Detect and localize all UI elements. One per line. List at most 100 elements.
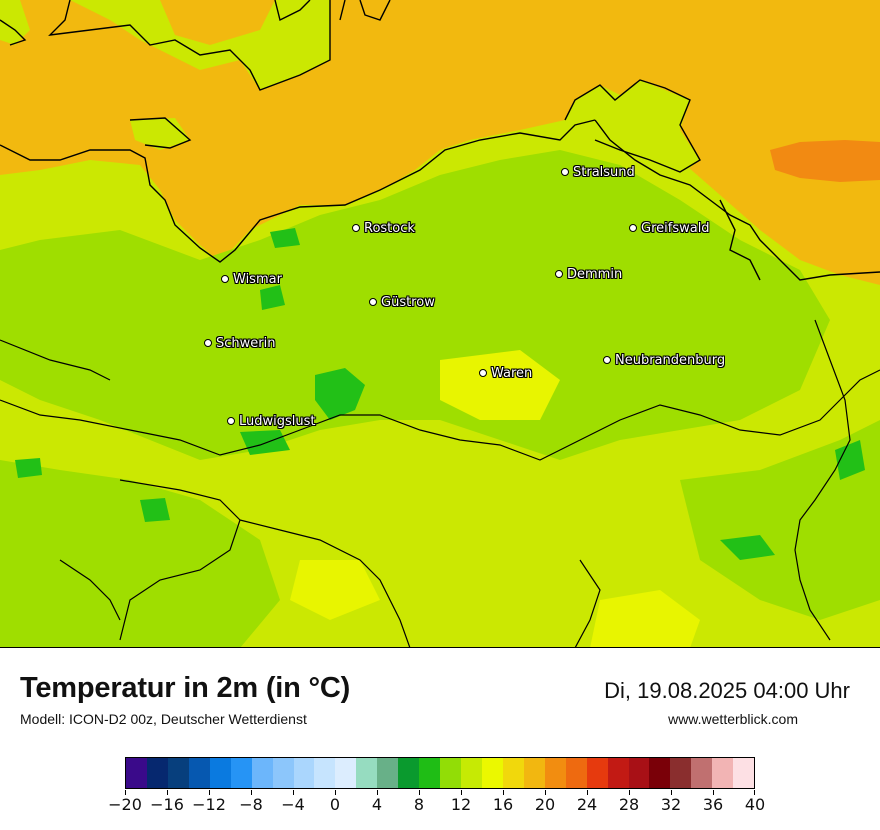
colorbar-segment xyxy=(440,758,461,788)
city-dot-icon xyxy=(352,223,360,232)
colorbar-tick-mark xyxy=(587,790,588,795)
city-dot-icon xyxy=(204,338,212,347)
colorbar-segment xyxy=(251,758,273,788)
colorbar-segment xyxy=(314,758,336,788)
city-dot-icon xyxy=(555,269,563,278)
colorbar-tick-label: 4 xyxy=(371,795,383,814)
city-marker-rostock: Rostock xyxy=(352,221,415,236)
city-label: Stralsund xyxy=(573,165,635,180)
website-link[interactable]: www.wetterblick.com xyxy=(668,711,798,727)
colorbar-tick-mark xyxy=(503,790,504,795)
city-label: Schwerin xyxy=(216,336,276,351)
model-info: Modell: ICON-D2 00z, Deutscher Wetterdie… xyxy=(20,711,307,727)
colorbar-tick-label: 16 xyxy=(492,795,514,814)
colorbar-segment xyxy=(272,758,294,788)
city-marker-guestrow: Güstrow xyxy=(369,295,435,310)
colorbar-segment xyxy=(649,758,671,788)
colorbar-tick-label: −4 xyxy=(281,795,305,814)
city-dot-icon xyxy=(479,368,487,377)
city-marker-schwerin: Schwerin xyxy=(204,336,275,351)
temperature-colorbar xyxy=(125,757,755,789)
colorbar-tick-mark xyxy=(461,790,462,795)
colorbar-tick-label: 12 xyxy=(450,795,472,814)
colorbar-segment xyxy=(481,758,503,788)
forecast-datetime: Di, 19.08.2025 04:00 Uhr xyxy=(604,678,850,703)
colorbar-segment xyxy=(712,758,734,788)
colorbar-segment xyxy=(209,758,231,788)
colorbar-tick-label: 0 xyxy=(329,795,341,814)
colorbar-tick-mark xyxy=(293,790,294,795)
colorbar-segment xyxy=(586,758,608,788)
colorbar-tick-mark xyxy=(167,790,168,795)
colorbar-segment xyxy=(230,758,252,788)
city-dot-icon xyxy=(227,416,235,425)
city-marker-greifswald: Greifswald xyxy=(629,221,710,236)
colorbar-segment xyxy=(565,758,587,788)
colorbar-tick-mark xyxy=(713,790,714,795)
colorbar-segment xyxy=(419,758,441,788)
colorbar-tick-label: 24 xyxy=(576,795,598,814)
city-marker-demmin: Demmin xyxy=(555,267,622,282)
colorbar-segment xyxy=(356,758,378,788)
colorbar-tick-label: 20 xyxy=(534,795,556,814)
city-marker-stralsund: Stralsund xyxy=(561,165,635,180)
colorbar-tick-mark xyxy=(629,790,630,795)
city-label: Neubrandenburg xyxy=(615,353,726,368)
colorbar-tick-label: 28 xyxy=(618,795,640,814)
colorbar-segment xyxy=(461,758,482,788)
weather-map: Stralsund Rostock Greifswald Wismar Demm… xyxy=(0,0,880,648)
colorbar-tick-mark xyxy=(251,790,252,795)
colorbar-segment xyxy=(146,758,168,788)
colorbar-tick-mark xyxy=(419,790,420,795)
colorbar-tick-label: −12 xyxy=(192,795,226,814)
colorbar-segment xyxy=(293,758,315,788)
colorbar-tick-label: 8 xyxy=(413,795,425,814)
map-title: Temperatur in 2m (in °C) xyxy=(20,672,351,704)
colorbar-tick-label: 40 xyxy=(744,795,766,814)
colorbar-segment xyxy=(544,758,566,788)
colorbar-tick-mark xyxy=(671,790,672,795)
colorbar-segment xyxy=(335,758,357,788)
city-label: Güstrow xyxy=(381,295,435,310)
city-dot-icon xyxy=(629,223,637,232)
colorbar-segment xyxy=(691,758,713,788)
colorbar-segment xyxy=(733,758,755,788)
colorbar-segment xyxy=(126,758,147,788)
colorbar-tick-mark xyxy=(125,790,126,795)
colorbar-tick-mark xyxy=(335,790,336,795)
city-marker-neubrandenburg: Neubrandenburg xyxy=(603,353,725,368)
colorbar-tick-label: −16 xyxy=(150,795,184,814)
colorbar-segment xyxy=(670,758,692,788)
city-dot-icon xyxy=(221,274,229,283)
city-dot-icon xyxy=(369,297,377,306)
colorbar-ticks: −20 −16 −12 −8 −4 0 4 8 12 16 20 24 28 32 36 40 xyxy=(108,790,765,820)
colorbar-segment xyxy=(523,758,545,788)
city-label: Waren xyxy=(491,366,533,381)
city-label: Greifswald xyxy=(641,221,710,236)
colorbar-tick-mark xyxy=(754,790,755,795)
colorbar-segment xyxy=(502,758,524,788)
colorbar-tick-label: 32 xyxy=(660,795,682,814)
colorbar-tick-mark xyxy=(545,790,546,795)
city-label: Wismar xyxy=(233,272,282,287)
colorbar-segment xyxy=(167,758,189,788)
colorbar-segment xyxy=(188,758,210,788)
city-marker-ludwigslust: Ludwigslust xyxy=(227,414,316,429)
colorbar-segment xyxy=(377,758,399,788)
colorbar-segment xyxy=(628,758,650,788)
colorbar-segment xyxy=(607,758,629,788)
city-marker-wismar: Wismar xyxy=(221,272,282,287)
temperature-map-graphic xyxy=(0,0,880,647)
city-dot-icon xyxy=(603,355,611,364)
colorbar-tick-label: −8 xyxy=(239,795,263,814)
city-dot-icon xyxy=(561,167,569,176)
colorbar-tick-label: 36 xyxy=(702,795,724,814)
city-label: Rostock xyxy=(364,221,415,236)
city-label: Ludwigslust xyxy=(239,414,316,429)
colorbar-tick-mark xyxy=(209,790,210,795)
city-label: Demmin xyxy=(567,267,623,282)
city-marker-waren: Waren xyxy=(479,366,532,381)
colorbar-segment xyxy=(398,758,420,788)
colorbar-tick-mark xyxy=(377,790,378,795)
colorbar-tick-label: −20 xyxy=(108,795,142,814)
